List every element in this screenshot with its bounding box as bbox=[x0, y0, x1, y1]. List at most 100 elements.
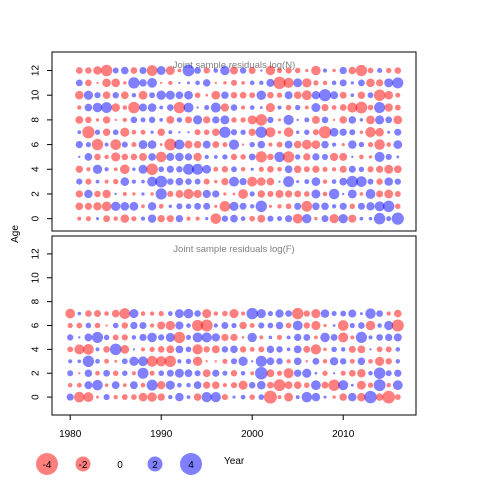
residual-bubble bbox=[183, 308, 194, 319]
residual-bubble bbox=[192, 344, 203, 355]
residual-bubble bbox=[91, 331, 104, 343]
y-tick-label: 10 bbox=[31, 89, 42, 101]
residual-bubble bbox=[201, 332, 212, 343]
residual-bubble bbox=[84, 333, 93, 342]
residual-bubble bbox=[323, 395, 327, 399]
residual-bubble bbox=[114, 118, 117, 122]
residual-bubble bbox=[82, 126, 95, 139]
residual-bubble bbox=[132, 192, 136, 196]
residual-bubble bbox=[213, 68, 219, 73]
residual-bubble bbox=[396, 155, 400, 159]
residual-bubble bbox=[311, 91, 321, 100]
residual-bubble bbox=[311, 189, 321, 199]
residual-bubble bbox=[313, 80, 319, 86]
residual-bubble bbox=[211, 345, 220, 354]
residual-bubble bbox=[220, 115, 230, 125]
residual-bubble bbox=[159, 118, 164, 122]
residual-bubble bbox=[255, 126, 267, 138]
residual-bubble bbox=[304, 382, 310, 388]
residual-bubble bbox=[368, 155, 373, 159]
residual-bubble bbox=[231, 322, 237, 329]
residual-bubble bbox=[84, 381, 93, 390]
residual-bubble bbox=[86, 167, 91, 172]
residual-bubble bbox=[267, 381, 274, 389]
residual-bubble bbox=[250, 167, 254, 171]
residual-bubble bbox=[276, 370, 283, 376]
residual-bubble bbox=[293, 381, 302, 389]
residual-bubble bbox=[202, 164, 212, 174]
residual-bubble bbox=[147, 176, 158, 187]
residual-bubble bbox=[259, 335, 264, 340]
residual-bubble bbox=[112, 334, 119, 341]
residual-bubble bbox=[149, 346, 155, 353]
residual-bubble bbox=[305, 360, 309, 363]
residual-bubble bbox=[257, 177, 266, 186]
residual-bubble bbox=[247, 332, 257, 343]
residual-bubble bbox=[193, 152, 202, 162]
residual-bubble bbox=[74, 344, 85, 355]
residual-bubble bbox=[84, 153, 93, 161]
residual-bubble bbox=[75, 79, 83, 87]
residual-bubble bbox=[368, 216, 373, 221]
residual-bubble bbox=[375, 79, 384, 87]
residual-bubble bbox=[241, 311, 246, 316]
residual-bubble bbox=[140, 311, 146, 316]
residual-bubble bbox=[255, 355, 267, 367]
residual-bubble bbox=[394, 394, 401, 401]
residual-bubble bbox=[276, 334, 283, 340]
residual-bubble bbox=[292, 320, 303, 331]
residual-bubble bbox=[167, 311, 173, 316]
residual-bubble bbox=[373, 379, 386, 392]
residual-bubble bbox=[120, 202, 130, 211]
residual-bubble bbox=[75, 67, 83, 74]
residual-bubble bbox=[295, 154, 301, 160]
residual-bubble bbox=[175, 392, 184, 402]
residual-bubble bbox=[178, 131, 181, 134]
residual-bubble bbox=[146, 379, 158, 391]
residual-bubble bbox=[276, 358, 283, 365]
residual-bubble bbox=[284, 392, 294, 402]
residual-bubble bbox=[76, 382, 82, 388]
residual-bubble bbox=[359, 216, 364, 221]
legend-label: -2 bbox=[79, 460, 88, 471]
residual-bubble bbox=[339, 66, 347, 75]
residual-bubble bbox=[185, 178, 192, 185]
residual-bubble bbox=[76, 178, 83, 185]
residual-bubble bbox=[147, 332, 157, 343]
residual-bubble bbox=[104, 358, 110, 364]
residual-bubble bbox=[265, 102, 275, 113]
residual-bubble bbox=[257, 214, 266, 223]
residual-bubble bbox=[385, 358, 392, 365]
residual-bubble bbox=[194, 129, 201, 136]
residual-bubble bbox=[175, 214, 184, 223]
residual-bubble bbox=[157, 346, 165, 353]
residual-bubble bbox=[66, 393, 74, 401]
residual-bubble bbox=[178, 81, 181, 85]
residual-bubble bbox=[266, 78, 275, 87]
residual-bubble bbox=[357, 368, 366, 378]
residual-bubble bbox=[65, 308, 76, 319]
residual-bubble bbox=[277, 395, 282, 400]
residual-bubble bbox=[249, 346, 255, 352]
residual-bubble bbox=[374, 139, 385, 150]
residual-bubble bbox=[214, 179, 218, 184]
residual-bubble bbox=[78, 155, 81, 159]
x-tick-label: 2010 bbox=[332, 429, 355, 440]
residual-bubble bbox=[211, 90, 221, 100]
residual-bubble bbox=[369, 348, 372, 351]
residual-bubble bbox=[203, 202, 211, 210]
residual-bubble bbox=[228, 139, 240, 150]
residual-bubble bbox=[229, 201, 239, 211]
residual-bubble bbox=[260, 69, 263, 72]
residual-bubble bbox=[165, 320, 175, 331]
residual-bubble bbox=[159, 143, 163, 146]
residual-bubble bbox=[321, 103, 329, 112]
residual-bubble bbox=[74, 90, 84, 100]
residual-bubble bbox=[282, 151, 295, 163]
y-tick-label: 10 bbox=[31, 272, 42, 284]
residual-bubble bbox=[239, 321, 247, 330]
legend-label: -4 bbox=[43, 460, 52, 471]
residual-bubble bbox=[276, 92, 283, 98]
residual-bubble bbox=[128, 101, 140, 114]
